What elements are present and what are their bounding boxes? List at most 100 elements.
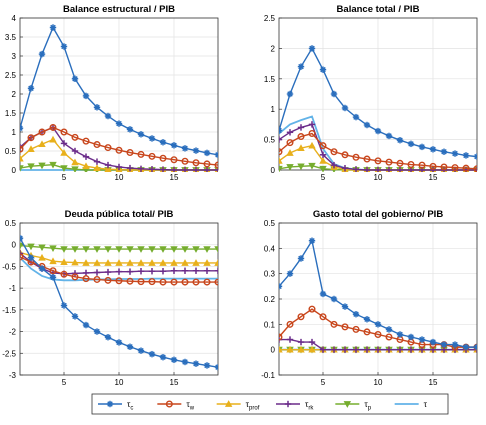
marker-point <box>297 313 305 321</box>
marker-point <box>341 323 349 331</box>
marker-point <box>137 150 145 158</box>
marker-point <box>352 346 360 353</box>
y-tick-label: 2.5 <box>264 14 276 23</box>
marker-point <box>214 278 218 286</box>
marker-point <box>115 146 123 154</box>
marker-point <box>385 333 393 341</box>
marker-point <box>27 163 35 171</box>
marker-point <box>104 246 112 253</box>
marker-point <box>214 267 218 274</box>
marker-point <box>473 343 477 351</box>
marker-point <box>374 157 382 165</box>
y-tick-label: -1 <box>9 284 17 293</box>
series-line <box>20 126 218 166</box>
marker-point <box>286 164 294 171</box>
marker-point <box>286 90 294 98</box>
marker-point <box>319 165 327 172</box>
marker-point <box>297 144 305 151</box>
y-tick-label: -0.1 <box>261 371 275 380</box>
y-tick-label: 2 <box>271 44 276 53</box>
marker-point <box>330 295 338 303</box>
x-tick-label: 15 <box>170 378 179 387</box>
marker-point <box>82 92 90 100</box>
marker-point <box>308 305 316 313</box>
marker-point <box>279 283 283 290</box>
marker-point <box>284 400 292 408</box>
marker-point <box>159 353 167 361</box>
marker-point <box>308 45 316 52</box>
marker-point <box>418 161 426 169</box>
marker-point <box>159 246 167 253</box>
marker-point <box>38 140 46 148</box>
marker-point <box>93 269 101 276</box>
marker-point <box>319 313 327 321</box>
marker-point <box>159 166 167 172</box>
series-line <box>20 256 218 283</box>
marker-point <box>451 164 459 172</box>
marker-point <box>60 140 68 147</box>
marker-point <box>396 137 404 144</box>
marker-point <box>148 278 156 286</box>
y-tick-label: -2 <box>9 328 17 337</box>
marker-point <box>374 321 382 328</box>
marker-point <box>473 165 477 172</box>
legend-label: τrk <box>305 399 314 412</box>
marker-point <box>148 259 156 266</box>
marker-point <box>407 333 415 341</box>
marker-point <box>319 157 327 164</box>
marker-point <box>279 157 283 164</box>
y-tick-label: -1.5 <box>2 306 16 315</box>
marker-point <box>279 165 283 172</box>
marker-point <box>126 164 134 172</box>
series-tau-w <box>20 123 218 169</box>
marker-point <box>319 151 327 158</box>
series-tau-p <box>20 242 218 253</box>
y-tick-label: 1.5 <box>5 109 17 118</box>
y-tick-label: -2.5 <box>2 349 16 358</box>
marker-point <box>93 164 101 171</box>
marker-point <box>104 268 112 276</box>
marker-point <box>49 135 57 143</box>
marker-point <box>38 128 46 136</box>
marker-point <box>297 63 305 70</box>
series-tau-prof <box>20 248 218 266</box>
marker-point <box>363 121 371 129</box>
legend-box <box>91 393 449 415</box>
marker-point <box>297 124 305 131</box>
marker-point <box>137 278 145 286</box>
marker-point <box>49 24 57 31</box>
marker-point <box>462 343 470 351</box>
marker-point <box>203 166 211 172</box>
marker-point <box>319 346 327 353</box>
marker-point <box>308 338 316 346</box>
marker-point <box>20 165 24 172</box>
marker-point <box>192 166 200 172</box>
marker-point <box>341 151 349 159</box>
marker-point <box>20 235 24 242</box>
marker-point <box>374 166 382 172</box>
marker-point <box>126 259 134 266</box>
marker-point <box>192 159 200 167</box>
marker-point <box>374 346 382 353</box>
marker-point <box>148 152 156 160</box>
marker-point <box>71 158 79 166</box>
marker-point <box>214 246 218 253</box>
marker-point <box>407 140 415 148</box>
marker-point <box>115 246 123 253</box>
marker-point <box>93 259 101 266</box>
marker-point <box>192 278 200 286</box>
marker-point <box>330 320 338 328</box>
marker-point <box>20 145 24 153</box>
marker-point <box>104 165 112 172</box>
marker-point <box>440 148 448 155</box>
marker-point <box>60 128 68 136</box>
marker-point <box>308 345 316 353</box>
marker-point <box>203 160 211 168</box>
marker-point <box>352 113 360 121</box>
marker-point <box>352 166 360 172</box>
marker-point <box>181 259 189 266</box>
marker-point <box>60 165 68 172</box>
y-tick-label: 0 <box>271 166 276 175</box>
marker-point <box>308 162 316 170</box>
